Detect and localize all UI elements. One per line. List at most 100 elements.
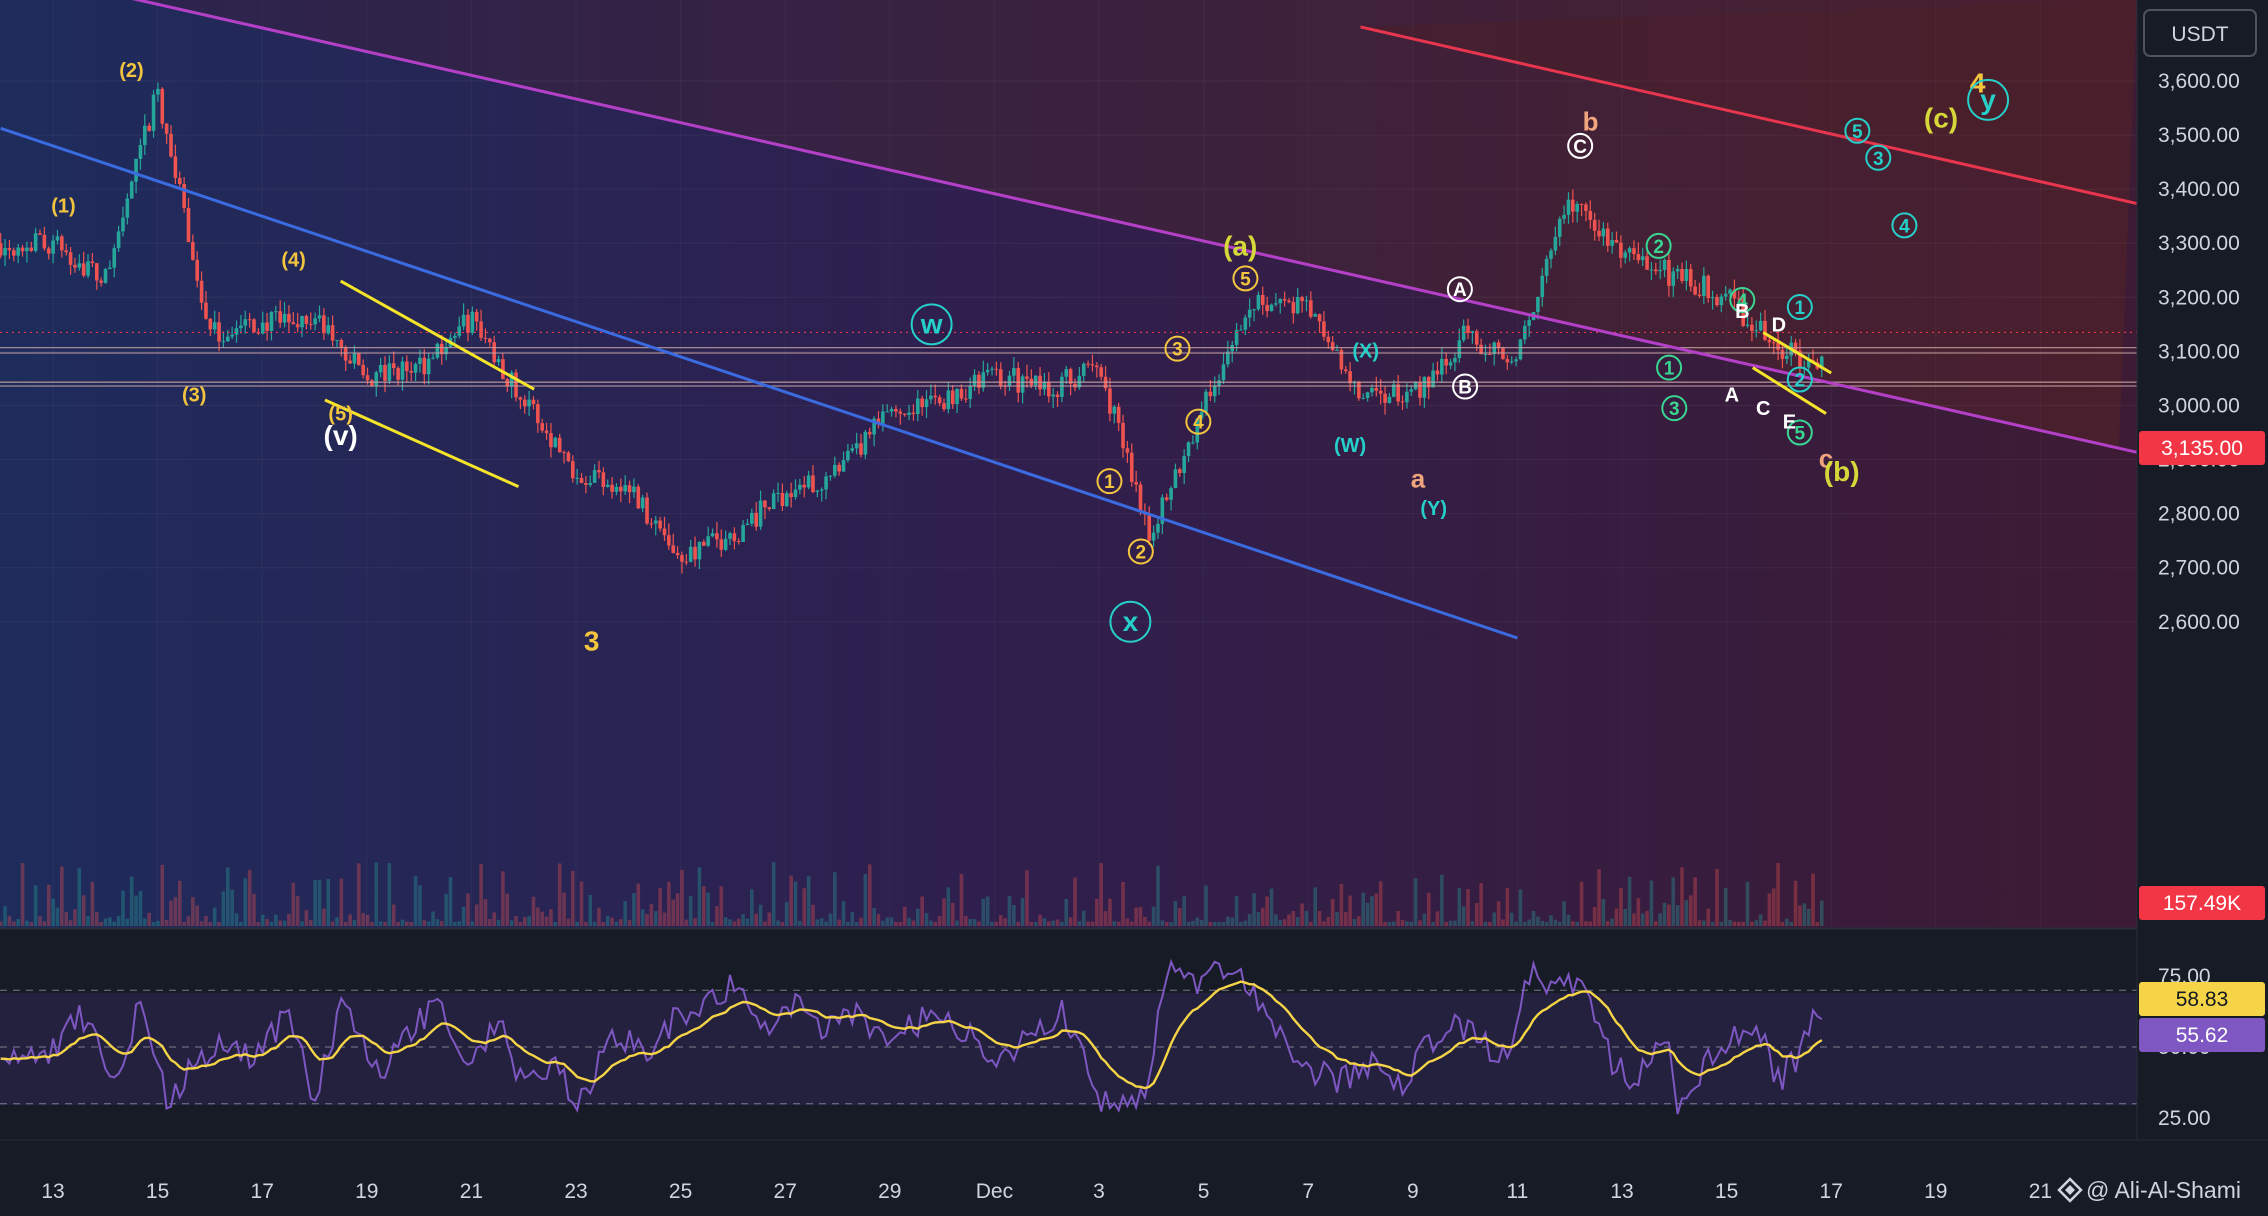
- volume-bar: [1531, 910, 1536, 926]
- volume-bar: [1758, 914, 1763, 926]
- volume-bar: [710, 921, 715, 926]
- candle-body: [208, 318, 213, 330]
- volume-bar: [1658, 913, 1662, 926]
- time-tick-label: 7: [1302, 1180, 1314, 1203]
- volume-bar: [741, 914, 745, 926]
- volume-bar: [1444, 921, 1448, 926]
- candle-body: [915, 398, 920, 415]
- volume-bar: [566, 918, 571, 926]
- volume-bar: [627, 920, 632, 926]
- volume-bar: [46, 884, 51, 926]
- wave-circle: [1786, 294, 1813, 321]
- candle-body: [811, 475, 815, 493]
- volume-bar: [1230, 917, 1235, 926]
- volume-bar: [1147, 921, 1152, 926]
- volume-bar: [265, 918, 269, 926]
- candle-body: [1357, 382, 1361, 399]
- wave-labels: (2) (1) (4) (3) (5)(v) 3 w x 1 2 3 4 5 (a) (W) (X) (Y) a A…: [51, 60, 2010, 656]
- volume-bar: [579, 881, 584, 926]
- candle-body: [750, 512, 754, 524]
- volume-bar: [73, 909, 77, 926]
- volume-bar: [789, 875, 793, 926]
- candle-body: [959, 388, 964, 399]
- time-tick-label: 3: [1093, 1180, 1105, 1203]
- candle-body: [776, 492, 780, 494]
- candle-body: [824, 476, 828, 490]
- candle-body: [435, 343, 440, 358]
- time-tick-label: 27: [774, 1180, 797, 1203]
- candle-body: [1108, 388, 1112, 414]
- volume-bar: [1370, 896, 1374, 926]
- candle-body: [531, 399, 536, 405]
- currency-button[interactable]: USDT: [2143, 9, 2257, 57]
- wave-label: (W): [1334, 435, 1366, 457]
- candle-body: [728, 533, 732, 539]
- candle-body: [1309, 300, 1313, 317]
- volume-bar: [632, 893, 636, 926]
- volume-bar: [1212, 921, 1217, 926]
- candle-body: [950, 390, 955, 405]
- volume-bar: [335, 917, 339, 926]
- volume-bar: [1466, 889, 1470, 926]
- candle-body: [1728, 289, 1732, 294]
- candle-body: [688, 546, 693, 562]
- volume-bar: [824, 921, 828, 926]
- candle-body: [191, 242, 195, 260]
- wave-label: C: [1756, 398, 1770, 420]
- volume-bar: [199, 921, 204, 926]
- wave-label: (5): [328, 404, 352, 426]
- wave-label: (1): [51, 195, 75, 217]
- wave-circle: [1661, 395, 1688, 422]
- candle-body: [1483, 353, 1488, 355]
- rsi-badge: 55.62: [2139, 1018, 2265, 1052]
- volume-bar: [1806, 908, 1811, 926]
- candle-body: [994, 368, 999, 370]
- candle-body: [239, 325, 243, 329]
- candle-body: [1466, 325, 1470, 334]
- candle-body: [1208, 391, 1213, 397]
- candle-body: [46, 248, 51, 254]
- volume-bar: [750, 889, 754, 926]
- wave-label: (3): [182, 385, 206, 407]
- volume-bar: [1191, 920, 1195, 926]
- volume-bar: [156, 920, 160, 926]
- price-axis[interactable]: [2137, 0, 2268, 1140]
- candle-body: [1226, 351, 1230, 365]
- volume-bar: [1129, 921, 1134, 926]
- volume-bar: [640, 909, 645, 926]
- volume-bar: [758, 904, 763, 926]
- volume-bar: [1365, 902, 1370, 926]
- candle-body: [1579, 203, 1584, 205]
- time-tick-label: 17: [1820, 1180, 1843, 1203]
- volume-bar: [1169, 921, 1173, 926]
- candle-body: [422, 357, 427, 375]
- candle-body: [1496, 342, 1501, 349]
- volume-bar: [854, 921, 859, 926]
- volume-bar: [426, 921, 431, 926]
- volume-bar: [160, 864, 165, 926]
- candle-body: [243, 319, 248, 326]
- candle-body: [1509, 361, 1514, 363]
- volume-bar: [929, 920, 933, 926]
- candle-body: [64, 250, 69, 253]
- volume-bar: [212, 907, 217, 926]
- candle-body: [636, 486, 641, 509]
- channel-line: [339, 279, 535, 391]
- candle-body: [1068, 369, 1073, 384]
- volume-bar: [623, 901, 627, 926]
- candle-body: [1557, 218, 1562, 237]
- candle-body: [1544, 258, 1549, 276]
- volume-bar: [911, 920, 916, 926]
- candle-body: [16, 247, 20, 256]
- candle-body: [789, 493, 793, 498]
- candle-body: [1780, 349, 1785, 359]
- candle-body: [1335, 349, 1339, 351]
- time-axis[interactable]: [0, 1140, 2268, 1216]
- volume-bar: [833, 872, 837, 926]
- candle-body: [431, 357, 435, 359]
- volume-bar: [557, 863, 562, 926]
- volume-bar: [1619, 888, 1623, 926]
- volume-bar: [763, 921, 767, 926]
- volume-bar: [1121, 881, 1125, 926]
